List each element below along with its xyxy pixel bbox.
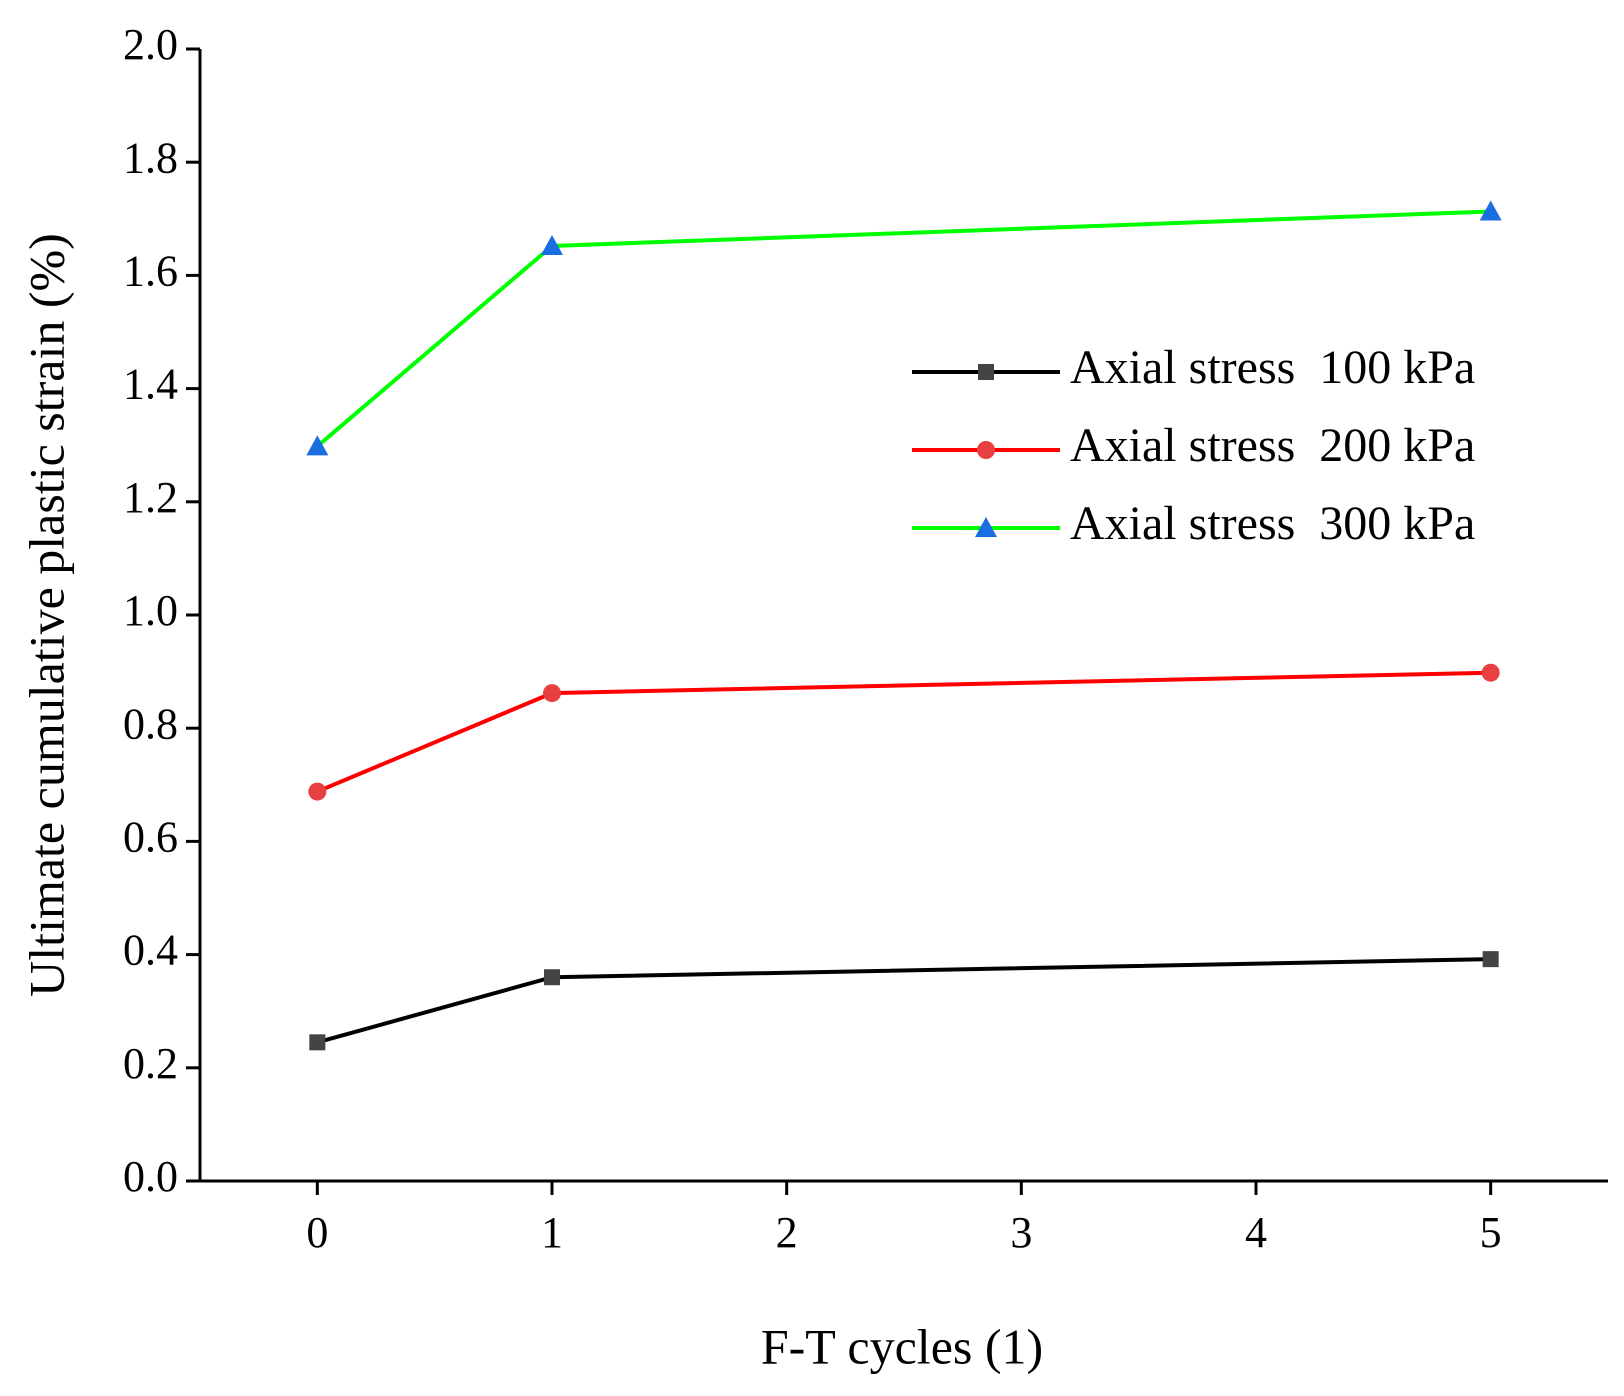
y-tick-label: 1.0 <box>123 586 178 635</box>
marker <box>1479 200 1502 221</box>
y-tick-label: 1.8 <box>123 133 178 182</box>
marker <box>308 782 327 801</box>
legend-label: Axial stress 100 kPa <box>1070 341 1475 394</box>
legend-label: Axial stress 200 kPa <box>1070 419 1475 472</box>
series-line <box>316 670 1491 794</box>
y-tick-label: 0.6 <box>123 812 178 861</box>
y-axis-title: Ultimate cumulative plastic strain (%) <box>18 233 74 997</box>
marker <box>1482 951 1499 968</box>
marker <box>544 969 560 986</box>
y-tick-label: 1.6 <box>123 246 178 295</box>
y-tick-label: 1.2 <box>123 473 178 522</box>
series-line <box>316 209 1491 448</box>
x-axis-title: F-T cycles (1) <box>761 1318 1043 1374</box>
y-tick-label: 0.2 <box>123 1039 178 1088</box>
series-line <box>316 957 1491 1045</box>
marker <box>309 1034 326 1051</box>
y-tick-label: 0.4 <box>123 926 178 975</box>
legend-label: Axial stress 300 kPa <box>1070 497 1475 550</box>
marker <box>541 234 563 255</box>
legend-marker <box>975 517 997 537</box>
marker <box>1481 663 1500 682</box>
x-tick-label: 2 <box>776 1208 798 1257</box>
legend-marker <box>977 441 995 459</box>
x-tick-label: 3 <box>1010 1208 1032 1257</box>
y-tick-label: 0.8 <box>123 699 178 748</box>
y-tick-label: 1.4 <box>123 360 178 409</box>
x-tick-label: 0 <box>306 1208 328 1257</box>
legend-marker <box>978 364 994 380</box>
y-tick-label: 0.0 <box>123 1152 178 1201</box>
marker <box>543 684 561 703</box>
x-tick-label: 5 <box>1480 1208 1502 1257</box>
x-tick-label: 1 <box>541 1208 563 1257</box>
y-tick-label: 2.0 <box>123 20 178 69</box>
x-tick-label: 4 <box>1245 1208 1267 1257</box>
marker <box>306 435 329 456</box>
